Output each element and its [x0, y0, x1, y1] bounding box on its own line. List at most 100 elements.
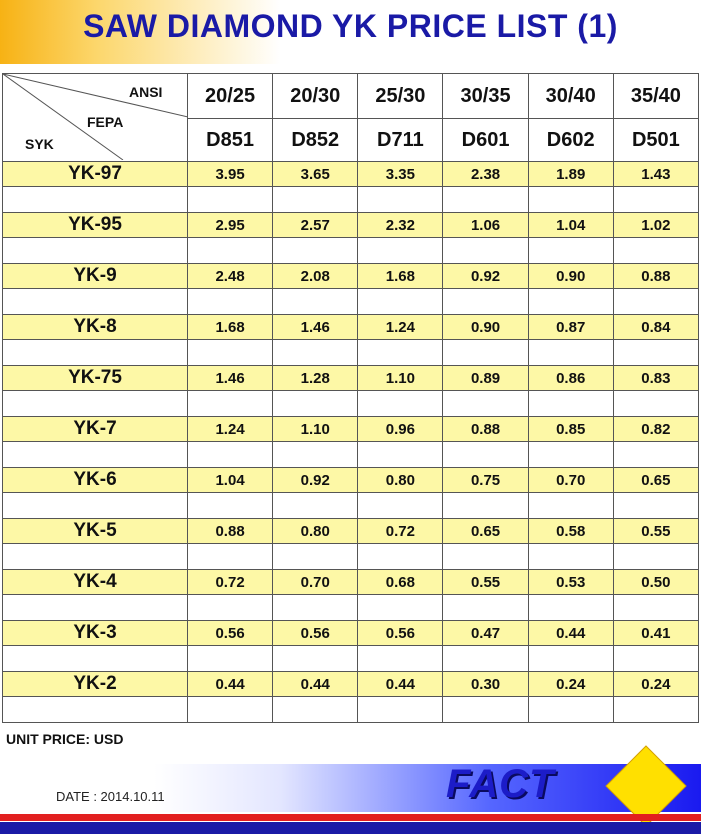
empty-cell — [186, 543, 274, 570]
empty-cell — [527, 594, 614, 621]
empty-cell — [527, 696, 614, 723]
header-row-ansi: ANSI FEPA SYK 20/25 20/30 25/30 30/35 30… — [2, 73, 700, 162]
price-cell: 2.32 — [357, 212, 444, 238]
empty-cell — [612, 492, 700, 519]
spacer-row — [2, 339, 700, 366]
price-cell: 0.88 — [186, 518, 274, 544]
price-cell: 0.88 — [612, 263, 700, 289]
spacer-row — [2, 645, 700, 672]
grade-cell: YK-5 — [2, 518, 188, 544]
ansi-size-header: 35/40 — [612, 73, 700, 119]
grade-cell: YK-95 — [2, 212, 188, 238]
empty-cell — [272, 339, 359, 366]
price-cell: 0.90 — [442, 314, 529, 340]
price-cell: 0.44 — [186, 671, 274, 697]
price-cell: 1.24 — [357, 314, 444, 340]
price-cell: 1.68 — [186, 314, 274, 340]
price-cell: 0.30 — [442, 671, 529, 697]
empty-cell — [357, 288, 444, 315]
price-cell: 2.48 — [186, 263, 274, 289]
table-row: YK-4 0.72 0.70 0.68 0.55 0.53 0.50 — [2, 569, 700, 595]
spacer-row — [2, 390, 700, 417]
grade-cell: YK-9 — [2, 263, 188, 289]
price-cell: 0.44 — [272, 671, 359, 697]
empty-cell — [186, 645, 274, 672]
price-cell: 0.24 — [527, 671, 614, 697]
empty-cell — [357, 390, 444, 417]
empty-cell — [612, 543, 700, 570]
empty-cell — [272, 645, 359, 672]
empty-cell — [272, 186, 359, 213]
fepa-size-header: D602 — [527, 118, 614, 162]
price-cell: 0.86 — [527, 365, 614, 391]
empty-cell — [442, 339, 529, 366]
price-cell: 0.24 — [612, 671, 700, 697]
empty-cell — [357, 441, 444, 468]
empty-cell — [527, 441, 614, 468]
price-cell: 0.58 — [527, 518, 614, 544]
empty-cell — [442, 441, 529, 468]
price-cell: 0.44 — [357, 671, 444, 697]
price-cell: 1.10 — [357, 365, 444, 391]
empty-cell — [357, 696, 444, 723]
empty-cell — [2, 390, 188, 417]
grade-cell: YK-75 — [2, 365, 188, 391]
table-row: YK-7 1.24 1.10 0.96 0.88 0.85 0.82 — [2, 416, 700, 442]
table-row: YK-5 0.88 0.80 0.72 0.65 0.58 0.55 — [2, 518, 700, 544]
table-row: YK-3 0.56 0.56 0.56 0.47 0.44 0.41 — [2, 620, 700, 646]
spacer-row — [2, 594, 700, 621]
empty-cell — [2, 288, 188, 315]
price-cell: 0.72 — [357, 518, 444, 544]
empty-cell — [527, 186, 614, 213]
empty-cell — [442, 390, 529, 417]
footer-blue-stripe — [0, 822, 701, 834]
table-row: YK-8 1.68 1.46 1.24 0.90 0.87 0.84 — [2, 314, 700, 340]
empty-cell — [2, 696, 188, 723]
table-row: YK-95 2.95 2.57 2.32 1.06 1.04 1.02 — [2, 212, 700, 238]
grade-cell: YK-4 — [2, 569, 188, 595]
price-cell: 0.75 — [442, 467, 529, 493]
header-corner-cell: ANSI FEPA SYK — [2, 73, 188, 162]
price-cell: 0.41 — [612, 620, 700, 646]
grade-cell: YK-3 — [2, 620, 188, 646]
price-cell: 0.70 — [527, 467, 614, 493]
corner-syk-label: SYK — [25, 136, 54, 152]
price-cell: 0.44 — [527, 620, 614, 646]
empty-cell — [442, 543, 529, 570]
ansi-size-header: 20/30 — [272, 73, 359, 119]
price-cell: 1.28 — [272, 365, 359, 391]
ansi-size-header: 30/35 — [442, 73, 529, 119]
empty-cell — [527, 237, 614, 264]
empty-cell — [2, 237, 188, 264]
empty-cell — [186, 237, 274, 264]
header-row-fepa: D851 D852 D711 D601 D602 D501 — [3, 118, 700, 162]
empty-cell — [186, 339, 274, 366]
price-cell: 2.95 — [186, 212, 274, 238]
price-cell: 1.06 — [442, 212, 529, 238]
empty-cell — [442, 492, 529, 519]
empty-cell — [186, 696, 274, 723]
empty-cell — [442, 288, 529, 315]
price-cell: 0.68 — [357, 569, 444, 595]
empty-cell — [272, 390, 359, 417]
price-cell: 1.04 — [527, 212, 614, 238]
empty-cell — [272, 288, 359, 315]
ansi-size-header: 25/30 — [357, 73, 444, 119]
empty-cell — [357, 186, 444, 213]
price-cell: 0.89 — [442, 365, 529, 391]
corner-ansi-label: ANSI — [129, 84, 163, 100]
price-cell: 0.80 — [272, 518, 359, 544]
price-cell: 1.89 — [527, 161, 614, 187]
empty-cell — [186, 288, 274, 315]
empty-cell — [442, 645, 529, 672]
empty-cell — [272, 237, 359, 264]
empty-cell — [272, 492, 359, 519]
corner-diagonal-lines — [3, 74, 187, 160]
price-cell: 0.87 — [527, 314, 614, 340]
empty-cell — [186, 594, 274, 621]
price-cell: 1.43 — [612, 161, 700, 187]
table-row: YK-6 1.04 0.92 0.80 0.75 0.70 0.65 — [2, 467, 700, 493]
empty-cell — [612, 237, 700, 264]
spacer-row — [2, 492, 700, 519]
price-cell: 0.56 — [357, 620, 444, 646]
